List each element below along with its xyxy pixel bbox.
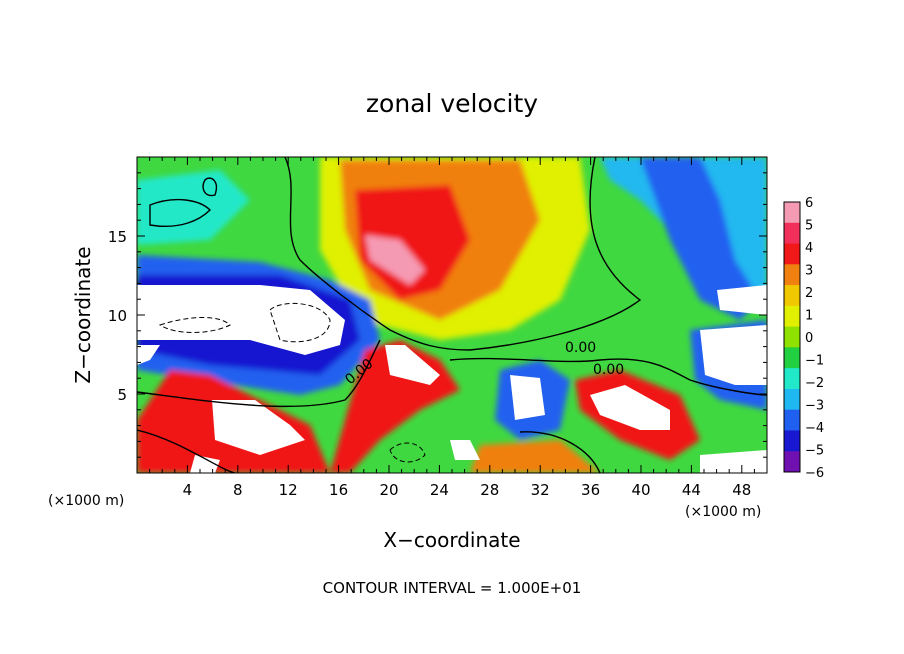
- colorbar-swatch: [784, 409, 800, 431]
- heatmap-field: [137, 157, 767, 473]
- colorbar-swatch: [784, 222, 800, 245]
- colorbar-tick-label: −5: [805, 444, 824, 459]
- colorbar-tick-label: −6: [805, 466, 824, 481]
- y-tick-label: 15: [108, 228, 127, 246]
- colorbar-frame: [783, 201, 801, 473]
- x-unit-right: (×1000 m): [685, 504, 761, 520]
- x-tick-label: 32: [531, 481, 550, 499]
- colorbar-swatch: [784, 326, 800, 348]
- x-unit-left: (×1000 m): [48, 493, 124, 509]
- colorbar-tick-label: 0: [805, 331, 813, 346]
- colorbar-tick-label: 6: [805, 196, 813, 211]
- x-tick-label: 12: [279, 481, 298, 499]
- x-tick-label: 36: [581, 481, 600, 499]
- colorbar-tick-label: 5: [805, 219, 813, 234]
- saturated-regions: [137, 285, 767, 473]
- x-tick-label: 48: [732, 481, 751, 499]
- contour-label: 0.00: [593, 362, 624, 378]
- x-axis: 4 8 12 16 20 24 28 32 36 40 44 48: [149, 157, 768, 499]
- x-tick-label: 8: [233, 481, 243, 499]
- region-red: [355, 185, 470, 300]
- colorbar-tick-label: 4: [805, 241, 813, 256]
- contour-dashed: [158, 302, 426, 463]
- colorbar-tick-label: 2: [805, 286, 813, 301]
- colorbar-swatch: [784, 451, 800, 473]
- x-axis-label: X−coordinate: [383, 528, 520, 552]
- colorbar-tick-label: −3: [805, 399, 824, 414]
- colorbar-swatch: [784, 243, 800, 265]
- colorbar-swatch: [784, 285, 800, 307]
- colorbar-tick-label: −4: [805, 421, 824, 436]
- x-tick-label: 28: [480, 481, 499, 499]
- colorbar-swatch: [784, 264, 800, 286]
- x-tick-label: 16: [329, 481, 348, 499]
- colorbar-tick-label: 3: [805, 264, 813, 279]
- colorbar-swatch: [784, 347, 800, 369]
- colorbar-swatch: [784, 202, 800, 224]
- x-tick-label: 4: [183, 481, 193, 499]
- x-tick-label: 20: [379, 481, 398, 499]
- x-tick-label: 24: [430, 481, 449, 499]
- contour-label: 0.00: [565, 340, 596, 356]
- contour-lines: [137, 157, 767, 473]
- colorbar-swatch: [784, 388, 800, 411]
- colorbar-swatch: [784, 430, 800, 452]
- y-axis: 5 10 15: [108, 172, 767, 458]
- y-tick-label: 10: [108, 307, 127, 325]
- region-upper-right-darkblue: [640, 157, 760, 320]
- chart-title: zonal velocity: [366, 89, 538, 118]
- region-bottom-right-orange: [470, 440, 600, 473]
- x-tick-label: 40: [631, 481, 650, 499]
- colorbar-swatch: [784, 368, 800, 390]
- colorbar-tick-label: −2: [805, 376, 824, 391]
- region-pink: [365, 235, 425, 285]
- contour-interval-note: CONTOUR INTERVAL = 1.000E+01: [323, 579, 582, 597]
- y-tick-label: 5: [117, 386, 127, 404]
- x-tick-label: 44: [682, 481, 701, 499]
- y-axis-label: Z−coordinate: [71, 246, 95, 383]
- colorbar-tick-label: −1: [805, 354, 824, 369]
- colorbar-tick-label: 1: [805, 309, 813, 324]
- colorbar: 6 5 4 3 2 1 0 −1 −2 −3 −4 −5 −6: [783, 196, 824, 481]
- colorbar-swatch: [784, 305, 800, 328]
